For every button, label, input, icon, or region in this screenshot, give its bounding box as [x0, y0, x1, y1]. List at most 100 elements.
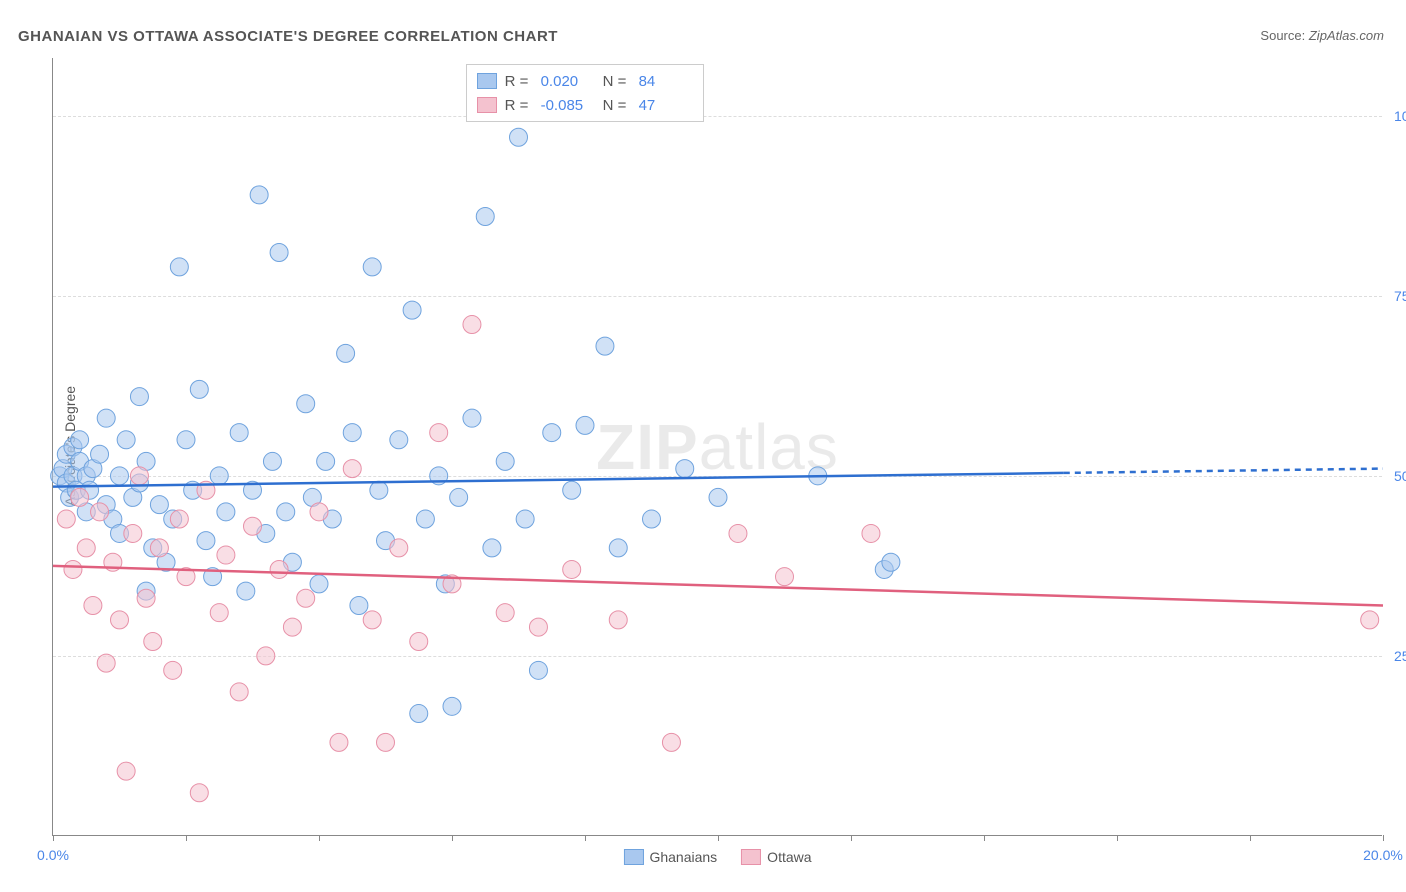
scatter-point: [310, 503, 328, 521]
x-tick: [1383, 835, 1384, 841]
scatter-point: [543, 424, 561, 442]
scatter-point: [1361, 611, 1379, 629]
scatter-point: [443, 697, 461, 715]
scatter-point: [343, 424, 361, 442]
scatter-point: [263, 452, 281, 470]
x-tick: [186, 835, 187, 841]
x-tick: [851, 835, 852, 841]
scatter-point: [609, 611, 627, 629]
scatter-point: [410, 633, 428, 651]
scatter-point: [84, 596, 102, 614]
scatter-point: [270, 560, 288, 578]
scatter-point: [91, 503, 109, 521]
legend-label-series2: Ottawa: [767, 849, 811, 865]
stats-legend-box: R = 0.020 N = 84 R = -0.085 N = 47: [466, 64, 704, 122]
swatch-series2: [477, 97, 497, 113]
trend-line: [53, 473, 1064, 487]
scatter-point: [130, 467, 148, 485]
scatter-point: [350, 596, 368, 614]
scatter-point: [124, 524, 142, 542]
scatter-point: [177, 431, 195, 449]
scatter-point: [170, 258, 188, 276]
scatter-point: [643, 510, 661, 528]
scatter-point: [529, 618, 547, 636]
legend-swatch-series1: [623, 849, 643, 865]
x-tick: [984, 835, 985, 841]
scatter-svg: [53, 58, 1382, 835]
y-tick-label: 75.0%: [1386, 288, 1406, 304]
scatter-point: [510, 128, 528, 146]
scatter-point: [410, 705, 428, 723]
x-tick: [319, 835, 320, 841]
scatter-point: [416, 510, 434, 528]
scatter-point: [190, 380, 208, 398]
x-tick: [1117, 835, 1118, 841]
x-tick-label: 20.0%: [1363, 847, 1403, 863]
legend-item-series2: Ottawa: [741, 849, 811, 865]
n-label: N =: [603, 73, 631, 90]
scatter-point: [390, 539, 408, 557]
scatter-point: [250, 186, 268, 204]
scatter-point: [197, 532, 215, 550]
scatter-point: [283, 618, 301, 636]
scatter-point: [609, 539, 627, 557]
scatter-point: [244, 517, 262, 535]
scatter-point: [297, 589, 315, 607]
r-value-series2: -0.085: [541, 97, 595, 114]
scatter-point: [463, 409, 481, 427]
scatter-point: [463, 316, 481, 334]
scatter-point: [97, 654, 115, 672]
scatter-point: [729, 524, 747, 542]
scatter-point: [862, 524, 880, 542]
stats-row-series1: R = 0.020 N = 84: [477, 69, 693, 93]
scatter-point: [317, 452, 335, 470]
scatter-point: [529, 661, 547, 679]
scatter-point: [370, 481, 388, 499]
scatter-point: [310, 575, 328, 593]
legend-item-series1: Ghanaians: [623, 849, 717, 865]
scatter-point: [210, 604, 228, 622]
scatter-point: [170, 510, 188, 528]
bottom-legend: Ghanaians Ottawa: [623, 849, 811, 865]
x-tick: [1250, 835, 1251, 841]
scatter-point: [111, 467, 129, 485]
scatter-point: [230, 683, 248, 701]
scatter-point: [190, 784, 208, 802]
r-label: R =: [505, 97, 533, 114]
scatter-point: [111, 611, 129, 629]
scatter-point: [91, 445, 109, 463]
source-label: Source:: [1260, 28, 1305, 43]
scatter-point: [403, 301, 421, 319]
scatter-point: [563, 481, 581, 499]
scatter-point: [57, 510, 75, 528]
scatter-point: [257, 647, 275, 665]
scatter-point: [563, 560, 581, 578]
swatch-series1: [477, 73, 497, 89]
scatter-point: [337, 344, 355, 362]
scatter-point: [363, 611, 381, 629]
x-tick: [585, 835, 586, 841]
scatter-point: [297, 395, 315, 413]
r-value-series1: 0.020: [541, 73, 595, 90]
scatter-point: [144, 633, 162, 651]
x-tick: [452, 835, 453, 841]
scatter-point: [137, 589, 155, 607]
scatter-point: [596, 337, 614, 355]
scatter-point: [117, 762, 135, 780]
scatter-point: [576, 416, 594, 434]
y-tick-label: 50.0%: [1386, 468, 1406, 484]
scatter-point: [117, 431, 135, 449]
scatter-point: [210, 467, 228, 485]
scatter-point: [496, 452, 514, 470]
source-attribution: Source: ZipAtlas.com: [1260, 28, 1384, 43]
scatter-point: [450, 488, 468, 506]
scatter-point: [150, 539, 168, 557]
scatter-point: [217, 503, 235, 521]
scatter-point: [516, 510, 534, 528]
x-tick: [53, 835, 54, 841]
scatter-point: [390, 431, 408, 449]
scatter-point: [377, 733, 395, 751]
scatter-point: [330, 733, 348, 751]
scatter-point: [97, 409, 115, 427]
scatter-point: [150, 496, 168, 514]
